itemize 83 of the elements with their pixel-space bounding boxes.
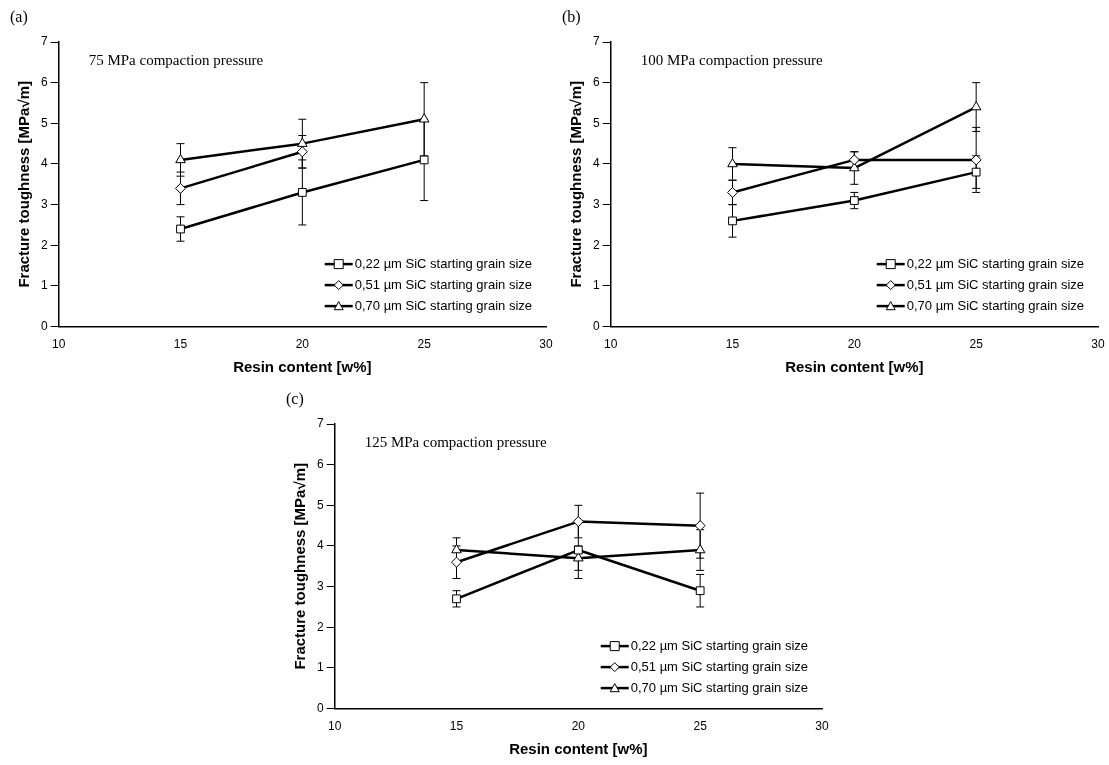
legend-label: 0,51 µm SiC starting grain size bbox=[354, 276, 533, 292]
point bbox=[970, 154, 982, 166]
y-tick-label: 6 bbox=[316, 456, 324, 471]
x-tick-label: 30 bbox=[539, 337, 553, 352]
x-axis-title: Resin content [w%] bbox=[233, 358, 372, 376]
y-tick-label: 0 bbox=[316, 700, 324, 715]
legend-label: 0,51 µm SiC starting grain size bbox=[906, 276, 1085, 292]
text: (a) bbox=[10, 8, 28, 27]
x-tick-label: 25 bbox=[969, 337, 984, 352]
y-axis-title: Fracture toughness [MPa√m] bbox=[291, 463, 309, 670]
y-tick-label: 0 bbox=[40, 318, 48, 333]
y-tick-label: 7 bbox=[592, 34, 600, 49]
point bbox=[694, 544, 706, 554]
point bbox=[452, 594, 461, 604]
y-axis-title: Fracture toughness [MPa√m] bbox=[567, 81, 585, 288]
point bbox=[297, 188, 307, 197]
point bbox=[451, 544, 462, 554]
y-tick-label: 6 bbox=[40, 74, 48, 89]
point bbox=[695, 586, 705, 596]
point bbox=[296, 146, 308, 158]
x-axis-title: Resin content [w%] bbox=[785, 358, 924, 376]
x-tick-label: 10 bbox=[327, 719, 342, 734]
x-tick-label: 20 bbox=[295, 337, 310, 352]
y-tick-label: 1 bbox=[40, 278, 48, 293]
point bbox=[728, 216, 737, 226]
point bbox=[297, 137, 308, 147]
point bbox=[418, 113, 430, 123]
y-tick-label: 2 bbox=[592, 237, 600, 252]
point bbox=[572, 516, 584, 528]
y-tick-label: 6 bbox=[592, 74, 600, 89]
x-tick-label: 25 bbox=[693, 719, 708, 734]
x-tick-label: 25 bbox=[417, 337, 432, 352]
point bbox=[451, 556, 463, 568]
legend-label: 0,51 µm SiC starting grain size bbox=[630, 658, 809, 674]
annotation: 125 MPa compaction pressure bbox=[364, 434, 548, 451]
y-tick-label: 3 bbox=[40, 196, 48, 211]
point bbox=[419, 155, 429, 165]
x-tick-label: 30 bbox=[815, 719, 829, 734]
legend-label: 0,22 µm SiC starting grain size bbox=[630, 637, 809, 653]
y-tick-label: 0 bbox=[592, 318, 600, 333]
legend-label: 0,22 µm SiC starting grain size bbox=[906, 255, 1085, 271]
y-tick-label: 4 bbox=[592, 156, 600, 171]
point bbox=[971, 167, 981, 177]
annotation: 100 MPa compaction pressure bbox=[640, 52, 824, 69]
x-tick-label: 15 bbox=[725, 337, 740, 352]
point bbox=[727, 157, 738, 168]
y-tick-label: 3 bbox=[592, 196, 600, 211]
x-tick-label: 10 bbox=[603, 337, 618, 352]
y-tick-label: 1 bbox=[592, 278, 600, 293]
point bbox=[175, 153, 186, 164]
legend-label: 0,70 µm SiC starting grain size bbox=[354, 297, 533, 313]
point bbox=[573, 545, 583, 555]
y-tick-label: 1 bbox=[316, 660, 324, 675]
x-tick-label: 20 bbox=[847, 337, 862, 352]
legend-label: 0,70 µm SiC starting grain size bbox=[630, 679, 809, 695]
y-tick-label: 5 bbox=[592, 115, 600, 130]
x-tick-label: 10 bbox=[51, 337, 66, 352]
point bbox=[727, 186, 739, 198]
point bbox=[694, 520, 706, 532]
y-tick-label: 7 bbox=[316, 416, 324, 431]
legend-label: 0,22 µm SiC starting grain size bbox=[354, 255, 533, 271]
point bbox=[849, 196, 859, 205]
point bbox=[176, 224, 185, 234]
y-tick-label: 5 bbox=[40, 115, 48, 130]
x-tick-label: 15 bbox=[173, 337, 188, 352]
y-tick-label: 3 bbox=[316, 578, 324, 593]
y-tick-label: 7 bbox=[40, 34, 48, 49]
x-tick-label: 20 bbox=[571, 719, 586, 734]
y-tick-label: 4 bbox=[40, 156, 48, 171]
point bbox=[970, 101, 982, 111]
y-axis-title: Fracture toughness [MPa√m] bbox=[15, 81, 33, 288]
y-tick-label: 2 bbox=[40, 237, 48, 252]
x-tick-label: 30 bbox=[1091, 337, 1105, 352]
legend-label: 0,70 µm SiC starting grain size bbox=[906, 297, 1085, 313]
y-tick-label: 2 bbox=[316, 619, 324, 634]
point bbox=[175, 182, 187, 194]
annotation: 75 MPa compaction pressure bbox=[88, 52, 264, 69]
text: (b) bbox=[562, 8, 581, 27]
y-tick-label: 4 bbox=[316, 538, 324, 553]
x-tick-label: 15 bbox=[449, 719, 464, 734]
x-axis-title: Resin content [w%] bbox=[509, 740, 648, 758]
text: (c) bbox=[286, 390, 304, 409]
y-tick-label: 5 bbox=[316, 497, 324, 512]
